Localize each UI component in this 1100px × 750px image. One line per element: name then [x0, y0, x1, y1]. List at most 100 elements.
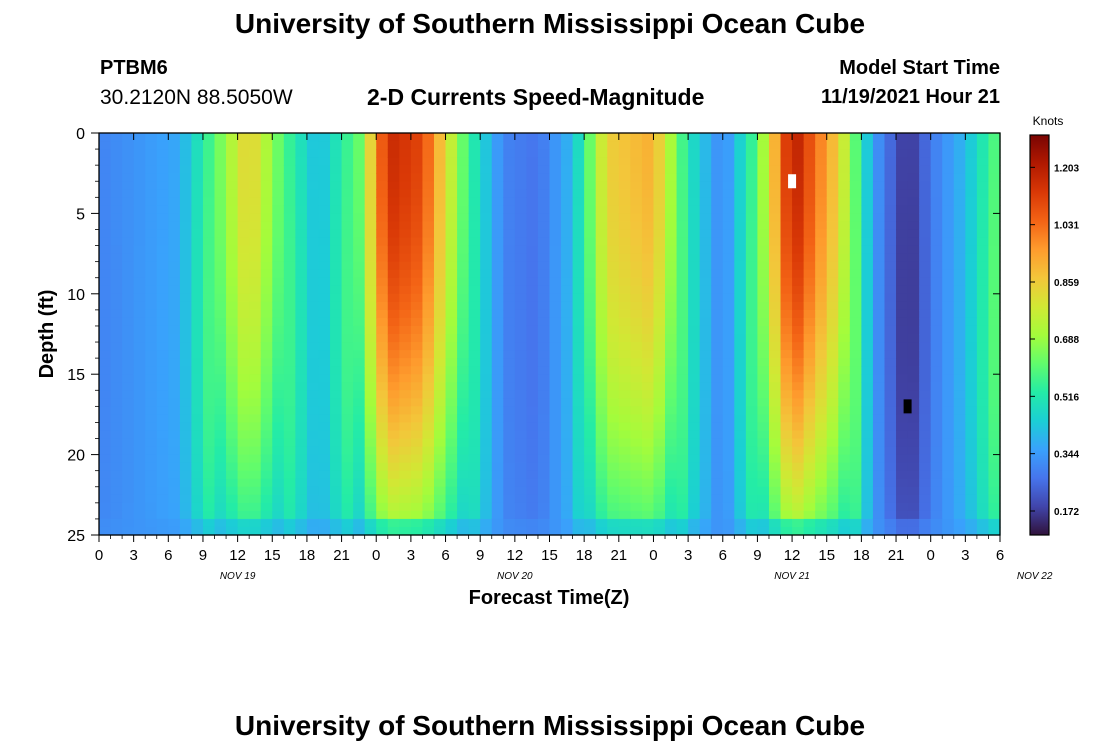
heatmap-cell [122, 470, 135, 480]
heatmap-cell [849, 334, 862, 343]
heatmap-cell [919, 189, 932, 198]
heatmap-cell [676, 133, 689, 142]
heatmap-cell [768, 229, 782, 239]
heatmap-cell [676, 285, 689, 295]
heatmap-cell [295, 334, 308, 343]
heatmap-cell [815, 350, 828, 359]
heatmap-cell [768, 502, 782, 512]
heatmap-cell [792, 414, 805, 424]
heatmap-cell [745, 285, 759, 295]
heatmap-cell [99, 366, 112, 375]
heatmap-cell [872, 486, 886, 496]
heatmap-cell [849, 510, 862, 520]
heatmap-cell [930, 221, 943, 231]
heatmap-cell [630, 165, 643, 174]
heatmap-cell [849, 422, 862, 432]
heatmap-cell [919, 293, 932, 303]
heatmap-cell [930, 173, 943, 182]
heatmap-cell [965, 325, 978, 335]
heatmap-cell [942, 197, 955, 206]
heatmap-cell [283, 478, 296, 488]
heatmap-cell [445, 390, 458, 399]
heatmap-cell [537, 325, 551, 335]
heatmap-cell [122, 317, 135, 327]
heatmap-cell [641, 438, 655, 448]
heatmap-cell [226, 213, 239, 223]
heatmap-cell [549, 181, 562, 190]
heatmap-cell [179, 374, 193, 383]
heatmap-cell [191, 277, 204, 287]
heatmap-cell [549, 253, 562, 263]
heatmap-cell [872, 133, 886, 142]
heatmap-cell [861, 398, 874, 407]
heatmap-cell [110, 382, 123, 391]
heatmap-cell [387, 285, 400, 295]
heatmap-cell [780, 518, 793, 528]
heatmap-cell [503, 382, 516, 391]
heatmap-cell [272, 494, 285, 504]
heatmap-cell [283, 342, 296, 351]
heatmap-cell [722, 205, 735, 214]
heatmap-cell [722, 510, 735, 520]
heatmap-cell [514, 350, 527, 359]
heatmap-cell [826, 486, 839, 496]
heatmap-cell [480, 205, 493, 214]
heatmap-cell [468, 342, 481, 351]
heatmap-cell [699, 237, 712, 247]
heatmap-cell [745, 269, 759, 279]
heatmap-cell [838, 334, 851, 343]
heatmap-cell [330, 342, 343, 351]
heatmap-cell [942, 454, 955, 464]
heatmap-cell [919, 317, 932, 327]
heatmap-cell [399, 141, 412, 150]
heatmap-cell [792, 181, 805, 190]
heatmap-cell [780, 358, 793, 367]
heatmap-cell [330, 470, 343, 480]
heatmap-cell [768, 317, 782, 327]
model-start-label: Model Start Time [839, 57, 1000, 79]
heatmap-cell [376, 221, 389, 231]
heatmap-cell [792, 213, 805, 223]
heatmap-cell [110, 317, 123, 327]
heatmap-cell [364, 478, 377, 488]
heatmap-cell [976, 325, 990, 335]
heatmap-cell [757, 229, 770, 239]
heatmap-cell [803, 502, 816, 512]
heatmap-cell [422, 237, 435, 247]
heatmap-cell [353, 494, 366, 504]
heatmap-cell [445, 478, 458, 488]
heatmap-cell [607, 309, 620, 319]
heatmap-cell [884, 157, 897, 166]
heatmap-cell [988, 237, 1001, 247]
heatmap-cell [249, 261, 262, 271]
heatmap-cell [318, 253, 331, 263]
heatmap-cell [884, 277, 897, 287]
heatmap-cell [526, 221, 539, 231]
heatmap-cell [745, 309, 759, 319]
heatmap-cell [815, 334, 828, 343]
heatmap-cell [341, 454, 354, 464]
heatmap-cell [930, 205, 943, 214]
heatmap-cell [399, 317, 412, 327]
heatmap-cell [815, 325, 828, 335]
heatmap-cell [907, 309, 920, 319]
heatmap-cell [410, 173, 424, 182]
heatmap-cell [422, 285, 435, 295]
heatmap-cell [156, 478, 169, 488]
heatmap-cell [826, 446, 839, 456]
heatmap-cell [249, 390, 262, 399]
heatmap-cell [584, 422, 597, 432]
heatmap-cell [688, 301, 701, 311]
heatmap-cell [330, 133, 343, 142]
heatmap-cell [306, 470, 320, 480]
heatmap-cell [526, 390, 539, 399]
heatmap-cell [226, 446, 239, 456]
heatmap-cell [861, 390, 874, 399]
heatmap-cell [630, 414, 643, 424]
heatmap-cell [457, 141, 470, 150]
heatmap-cell [283, 526, 296, 536]
heatmap-cell [641, 205, 655, 214]
heatmap-cell [618, 293, 631, 303]
heatmap-cell [491, 422, 504, 432]
heatmap-cell [722, 414, 735, 424]
